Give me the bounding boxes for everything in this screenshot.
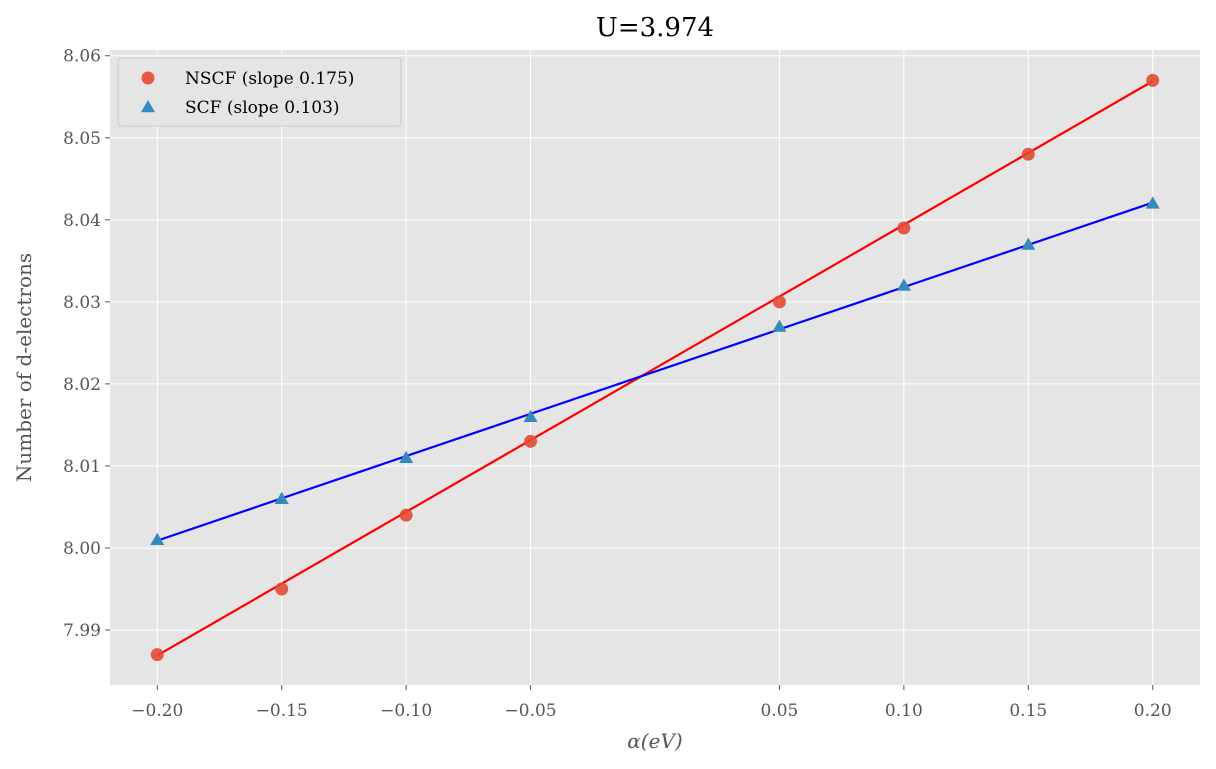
scf-point	[1021, 237, 1036, 250]
x-tick-label: −0.10	[380, 701, 432, 721]
x-tick-label: 0.15	[1009, 701, 1047, 721]
y-axis-ticks: 7.99 8.00 8.01 8.02 8.03 8.04 8.05 8.06	[63, 47, 110, 641]
scf-point	[1145, 196, 1160, 209]
x-axis-label: α(eV)	[627, 729, 682, 753]
fit-lines	[156, 80, 1154, 657]
y-tick-label: 8.05	[63, 129, 101, 149]
legend-label: NSCF (slope 0.175)	[185, 69, 354, 89]
x-tick-label: −0.05	[505, 701, 557, 721]
scf-point	[150, 532, 165, 546]
y-tick-label: 8.02	[63, 375, 101, 395]
fit-line-scf	[156, 201, 1154, 542]
x-tick-label: 0.05	[760, 701, 798, 721]
y-tick-label: 8.06	[63, 47, 101, 67]
nscf-point	[150, 648, 164, 662]
nscf-point	[524, 434, 538, 448]
legend: NSCF (slope 0.175) SCF (slope 0.103)	[117, 57, 402, 127]
scf-point	[399, 450, 414, 463]
nscf-point	[275, 582, 289, 596]
x-tick-label: −0.20	[131, 701, 183, 721]
nscf-point	[772, 295, 786, 309]
legend-marker	[141, 71, 155, 85]
legend-label: SCF (slope 0.103)	[185, 98, 340, 118]
y-axis-label: Number of d-electrons	[12, 253, 36, 482]
nscf-point	[1146, 73, 1160, 87]
scf-point	[772, 319, 787, 332]
scf-point	[274, 491, 289, 505]
x-tick-label: −0.15	[256, 701, 308, 721]
scf-point	[896, 278, 911, 291]
y-tick-label: 8.04	[63, 211, 101, 231]
legend-box	[117, 57, 402, 127]
scf-point	[523, 409, 538, 422]
legend-marker	[141, 100, 155, 113]
grid	[110, 50, 1200, 685]
x-tick-label: 0.10	[885, 701, 923, 721]
x-axis-ticks: −0.20 −0.15 −0.10 −0.05 0.05 0.10 0.15 0.20	[131, 685, 1172, 721]
y-tick-label: 8.01	[63, 457, 101, 477]
legend-entry-scf: SCF (slope 0.103)	[141, 98, 340, 118]
y-tick-label: 8.00	[63, 539, 101, 559]
fit-line-nscf	[156, 80, 1154, 657]
y-tick-label: 8.03	[63, 293, 101, 313]
x-tick-label: 0.20	[1134, 701, 1172, 721]
nscf-point	[1021, 147, 1035, 161]
data-points	[150, 73, 1160, 662]
legend-entry-nscf: NSCF (slope 0.175)	[141, 69, 354, 89]
nscf-point	[897, 221, 911, 235]
nscf-point	[399, 508, 413, 522]
chart-title: U=3.974	[596, 13, 714, 43]
y-tick-label: 7.99	[63, 621, 101, 641]
